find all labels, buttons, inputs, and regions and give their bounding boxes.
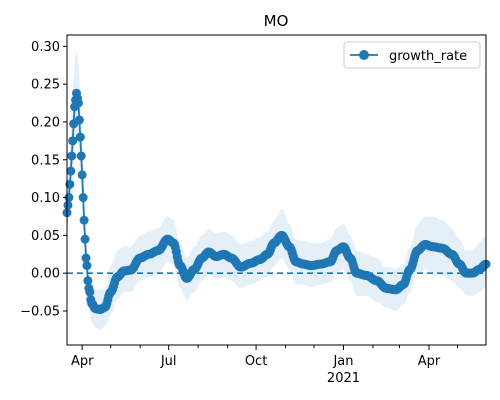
- data-point: [63, 200, 73, 210]
- data-point: [65, 179, 75, 189]
- x-tick-label: Apr: [418, 354, 441, 369]
- x-tick-label: Jul: [160, 354, 177, 369]
- data-point: [79, 215, 89, 225]
- x-tick-label: Apr: [71, 354, 94, 369]
- y-tick-label: 0.00: [31, 267, 60, 282]
- legend-marker: [359, 50, 369, 60]
- data-point: [73, 98, 83, 108]
- data-point: [67, 151, 77, 161]
- y-tick-label: 0.30: [31, 40, 60, 55]
- data-point: [74, 115, 84, 125]
- confidence-band-layer: [67, 50, 486, 330]
- data-point: [66, 166, 76, 176]
- plot-frame: [66, 34, 487, 346]
- x-tick-year-label: 2021: [327, 371, 360, 386]
- legend-box: [343, 41, 481, 69]
- data-point: [85, 287, 95, 297]
- data-point: [77, 170, 87, 180]
- y-axis-ticks: −0.05 0.00 0.05 0.10 0.15 0.20 0.25 0.30: [20, 40, 67, 319]
- chart-title: MO: [264, 12, 289, 30]
- y-tick-label: 0.05: [31, 229, 60, 244]
- y-tick-label: 0.25: [31, 78, 60, 93]
- confidence-band: [67, 50, 486, 330]
- y-tick-label: 0.20: [31, 115, 60, 130]
- data-point: [68, 136, 78, 146]
- y-tick-label: −0.05: [20, 304, 60, 319]
- y-tick-label: 0.10: [31, 191, 60, 206]
- data-point: [83, 276, 93, 286]
- data-point: [82, 261, 92, 271]
- data-point: [81, 253, 91, 263]
- legend-label: growth_rate: [389, 49, 467, 64]
- y-tick-label: 0.15: [31, 153, 60, 168]
- data-point: [76, 151, 86, 161]
- data-point: [75, 132, 85, 142]
- x-axis-ticks: Apr Jul Oct Jan 2021 Apr: [71, 345, 458, 386]
- x-tick-label: Jan: [332, 354, 353, 369]
- series-marker-layer: [62, 88, 491, 314]
- data-point: [78, 193, 88, 203]
- legend: growth_rate: [343, 41, 481, 69]
- x-tick-label: Oct: [245, 354, 267, 369]
- data-point: [80, 234, 90, 244]
